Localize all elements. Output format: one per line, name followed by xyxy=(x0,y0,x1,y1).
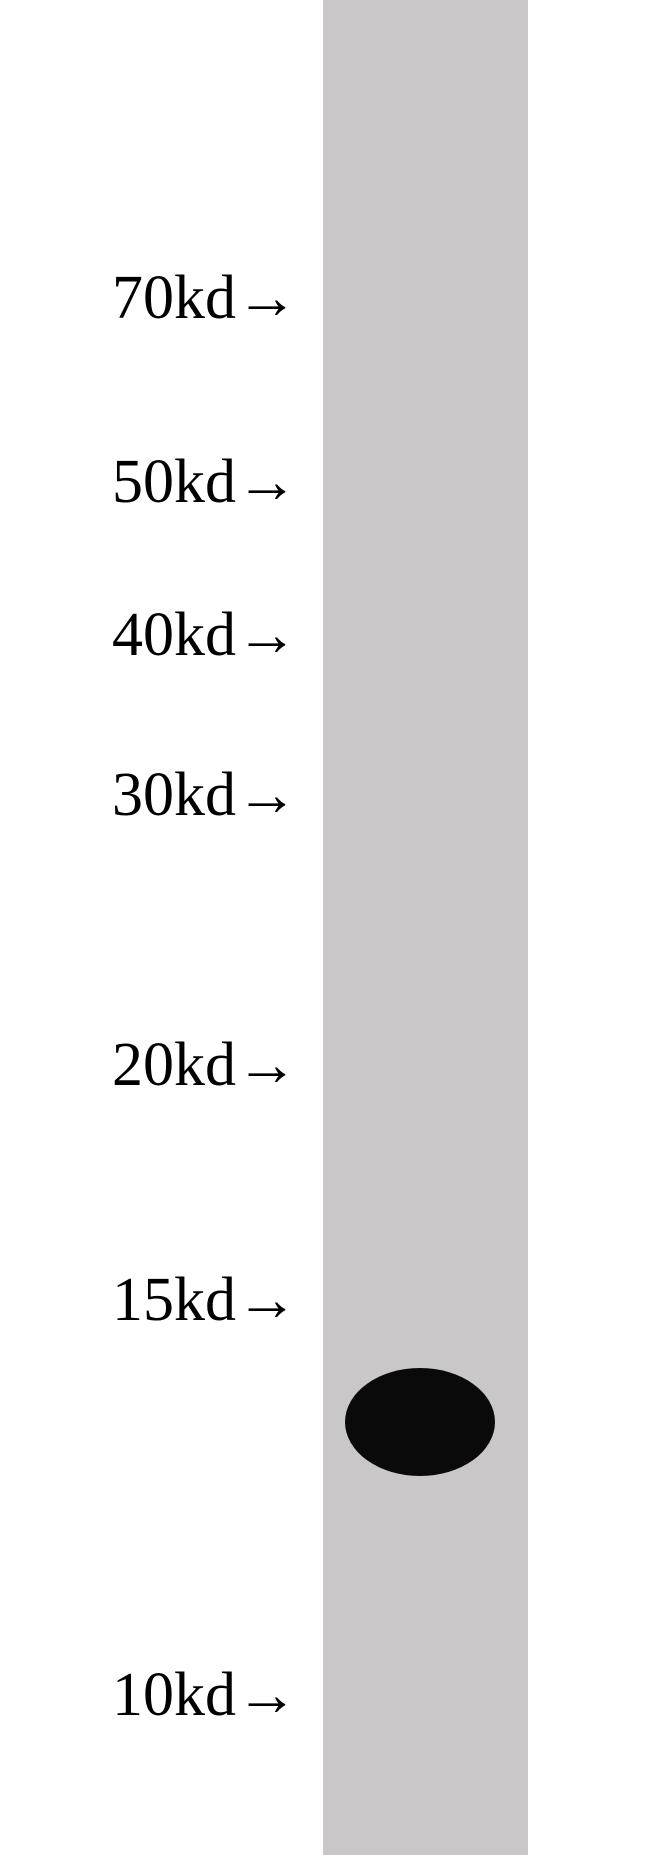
marker-6: 10kd→ xyxy=(112,1660,298,1731)
marker-3: 30kd→ xyxy=(112,760,298,831)
marker-0: 70kd→ xyxy=(112,263,298,334)
blot-lane xyxy=(323,0,528,1855)
marker-1: 50kd→ xyxy=(112,447,298,518)
protein-band xyxy=(345,1368,495,1476)
marker-4: 20kd→ xyxy=(112,1030,298,1101)
blot-container: WWW.PTGLAB.COM 70kd→50kd→40kd→30kd→20kd→… xyxy=(0,0,650,1855)
marker-2: 40kd→ xyxy=(112,600,298,671)
marker-5: 15kd→ xyxy=(112,1265,298,1336)
